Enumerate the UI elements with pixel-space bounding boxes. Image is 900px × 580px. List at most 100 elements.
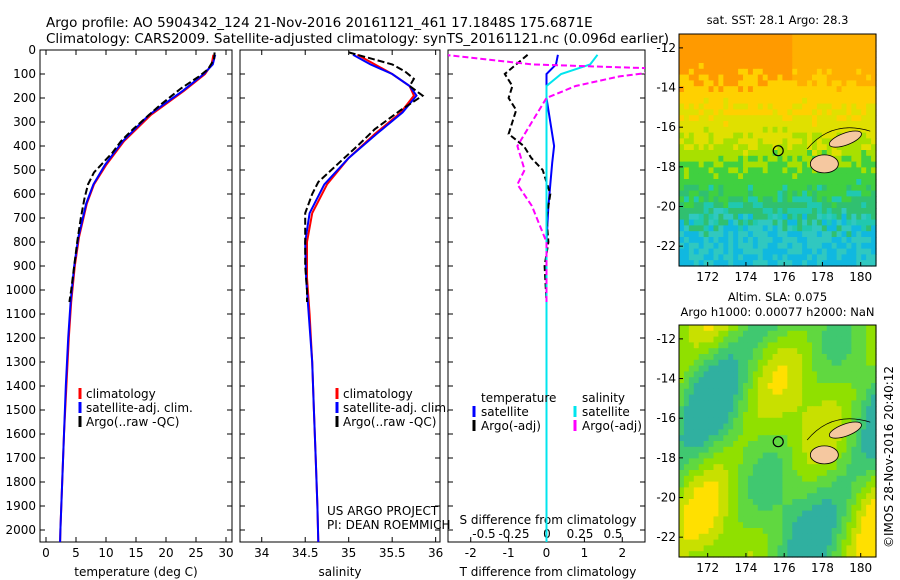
map-cell xyxy=(743,499,749,506)
map-cell xyxy=(856,138,862,145)
map-cell xyxy=(683,446,690,454)
map-cell xyxy=(738,80,744,87)
map-cell xyxy=(747,441,754,448)
map-cell xyxy=(688,545,695,552)
map-cell xyxy=(787,539,793,546)
map-cell xyxy=(871,51,877,58)
map-cell xyxy=(861,74,867,81)
map-cell xyxy=(821,423,828,430)
map-cell xyxy=(688,86,695,93)
map-cell xyxy=(762,388,769,396)
map-cell xyxy=(787,522,793,529)
map-cell xyxy=(679,86,685,93)
map-cell xyxy=(723,132,729,139)
map-cell xyxy=(797,394,803,401)
map-cell xyxy=(713,74,719,81)
map-cell xyxy=(747,458,754,465)
map-cell xyxy=(797,115,803,122)
map-cell xyxy=(693,499,700,506)
map-cell xyxy=(747,516,754,523)
map-cell xyxy=(698,74,705,81)
map-cell xyxy=(703,336,710,343)
map-cell xyxy=(851,248,857,255)
map-cell xyxy=(718,248,724,255)
map-cell xyxy=(708,173,715,180)
map-cell xyxy=(698,388,705,396)
map-cell xyxy=(856,237,862,244)
map-cell xyxy=(752,487,759,494)
map-cell xyxy=(826,51,833,58)
map-cell xyxy=(866,412,872,419)
map-cell xyxy=(816,196,823,203)
map-cell xyxy=(683,551,690,558)
map-cell xyxy=(792,132,798,139)
map-cell xyxy=(821,365,828,372)
map-cell xyxy=(802,487,808,494)
map-cell xyxy=(811,260,818,267)
map-cell xyxy=(807,406,813,413)
map-cell xyxy=(713,144,719,151)
map-cell xyxy=(679,57,685,64)
map-cell xyxy=(826,377,833,384)
map-ytick-label: -18 xyxy=(656,160,676,174)
map-cell xyxy=(841,144,848,151)
map-cell xyxy=(772,57,779,64)
map-cell xyxy=(713,539,719,546)
map-cell xyxy=(688,359,695,367)
map-cell xyxy=(792,325,798,332)
map-cell xyxy=(728,464,734,471)
map-cell xyxy=(713,167,719,174)
map-cell xyxy=(861,45,867,52)
map-cell xyxy=(856,39,862,47)
map-cell xyxy=(826,138,833,145)
map-cell xyxy=(782,493,788,500)
map-cell xyxy=(836,109,843,116)
map-cell xyxy=(851,354,857,361)
map-cell xyxy=(802,412,808,419)
map-cell xyxy=(698,446,705,454)
map-cell xyxy=(797,173,803,180)
map-cell xyxy=(743,63,749,70)
map-cell xyxy=(811,533,818,541)
map-cell xyxy=(836,190,843,197)
map-cell xyxy=(708,121,715,128)
map-cell xyxy=(713,412,719,419)
map-cell xyxy=(679,115,685,122)
map-cell xyxy=(683,371,690,378)
map-cell xyxy=(797,359,803,367)
map-cell xyxy=(787,516,793,523)
map-cell xyxy=(757,423,764,430)
map-cell xyxy=(807,74,813,81)
map-cell xyxy=(836,63,843,70)
map-cell xyxy=(846,51,852,58)
map-cell xyxy=(782,97,788,105)
map-cell xyxy=(738,383,744,390)
map-cell xyxy=(752,45,759,52)
map-cell xyxy=(841,92,848,99)
map-cell xyxy=(831,242,838,250)
map-cell xyxy=(797,63,803,70)
difference-xlabel: T difference from climatology xyxy=(459,565,637,579)
map-cell xyxy=(841,365,848,372)
map-cell xyxy=(866,173,872,180)
map-cell xyxy=(698,179,705,186)
map-cell xyxy=(802,383,808,390)
map-cell xyxy=(821,34,828,41)
map-cell xyxy=(807,330,813,338)
map-cell xyxy=(698,330,705,338)
map-cell xyxy=(693,348,700,355)
map-cell xyxy=(787,528,793,535)
map-cell xyxy=(708,458,715,465)
map-cell xyxy=(836,383,843,390)
map-cell xyxy=(718,39,724,47)
map-cell xyxy=(807,213,813,221)
map-cell xyxy=(703,173,710,180)
map-cell xyxy=(851,74,857,81)
map-cell xyxy=(713,63,719,70)
map-cell xyxy=(757,237,764,244)
map-cell xyxy=(767,260,774,267)
map-cell xyxy=(866,109,872,116)
map-cell xyxy=(708,429,715,436)
map-cell xyxy=(816,144,823,151)
map-cell xyxy=(836,441,843,448)
